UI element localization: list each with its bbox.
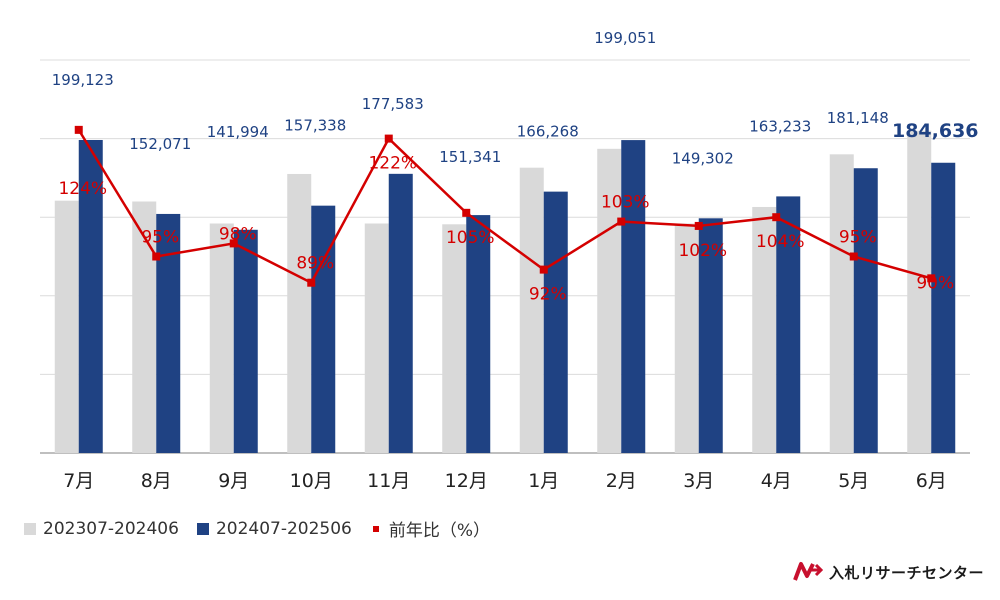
bar-prev-year [442, 224, 467, 453]
value-label-current-year: 199,051 [594, 29, 656, 47]
logo-mark-icon [793, 562, 823, 581]
value-label-yoy-ratio: 98% [219, 224, 257, 244]
value-label-yoy-ratio: 90% [916, 273, 954, 293]
bar-prev-year [674, 223, 699, 453]
logo: 入札リサーチセンター [793, 560, 984, 584]
value-label-current-year: 149,302 [672, 149, 734, 167]
bar-prev-year [519, 167, 544, 453]
bar-prev-year [364, 223, 389, 453]
yoy-ratio-point [772, 213, 781, 222]
yoy-ratio-point [74, 125, 83, 134]
yoy-ratio-point [152, 252, 161, 261]
value-label-current-year: 177,583 [362, 95, 424, 113]
yoy-ratio-point [307, 278, 316, 287]
legend-label-current-year: 202407-202506 [215, 518, 352, 539]
bar-prev-year [209, 223, 234, 453]
yoy-ratio-point [539, 265, 548, 274]
bar-current-year [621, 140, 646, 453]
x-tick-label: 3月 [683, 470, 714, 492]
x-tick-label: 4月 [761, 470, 792, 492]
value-label-yoy-ratio: 105% [446, 228, 495, 248]
value-label-current-year: 199,123 [52, 71, 114, 89]
legend-label-prev-year: 202307-202406 [43, 518, 179, 539]
legend-item-prev-year: 202307-202406 [24, 519, 179, 539]
bar-current-year [78, 139, 103, 453]
bar-current-year [543, 191, 568, 453]
bar-current-year [156, 213, 181, 453]
x-tick-label: 5月 [838, 470, 869, 492]
logo-text: 入札リサーチセンター [828, 563, 984, 582]
x-tick-label: 9月 [218, 470, 249, 492]
bar-prev-year [597, 148, 622, 453]
value-label-yoy-ratio: 95% [839, 228, 877, 248]
legend-label-yoy-ratio: 前年比（%） [388, 521, 491, 541]
x-tick-label: 8月 [141, 470, 172, 492]
bar-current-year [233, 229, 258, 453]
bar-prev-year [829, 154, 854, 453]
value-label-current-year: 157,338 [284, 117, 346, 135]
value-label-current-year: 141,994 [207, 123, 269, 141]
value-label-current-year: 166,268 [517, 123, 579, 141]
value-label-current-year: 163,233 [749, 117, 811, 135]
bar-current-year [388, 173, 413, 453]
value-label-yoy-ratio: 103% [601, 193, 650, 213]
x-tick-label: 10月 [290, 470, 333, 492]
x-tick-label: 12月 [445, 470, 488, 492]
value-label-yoy-ratio: 124% [58, 179, 107, 199]
legend-item-current-year: 202407-202506 [196, 518, 352, 539]
x-tick-label: 1月 [528, 470, 559, 492]
value-label-yoy-ratio: 95% [141, 228, 179, 248]
bar-prev-year [54, 200, 79, 453]
bar-current-year [853, 168, 878, 453]
bar-prev-year [907, 130, 932, 454]
yoy-ratio-line [77, 129, 932, 285]
legend-swatch-current-year [196, 522, 209, 535]
value-label-yoy-ratio: 89% [296, 254, 334, 274]
bar-current-year [466, 215, 491, 453]
bar-prev-year [752, 206, 777, 453]
yoy-ratio-point [694, 221, 703, 230]
value-label-yoy-ratio: 102% [678, 241, 727, 261]
bar-current-year [776, 196, 801, 454]
yoy-ratio-point [849, 252, 858, 261]
bar-current-year [698, 218, 723, 453]
x-tick-label: 11月 [367, 470, 410, 492]
bar-line-chart: 199,123 152,071 141,994 157,338 177,583 151,3… [40, 29, 979, 492]
yoy-ratio-point [229, 239, 238, 248]
legend-swatch-yoy-ratio [370, 523, 382, 535]
value-label-current-year: 152,071 [129, 135, 191, 153]
bar-current-year [931, 162, 956, 454]
value-label-yoy-ratio: 122% [368, 154, 417, 174]
yoy-ratio-point [927, 274, 936, 283]
bar-prev-year [132, 201, 157, 453]
yoy-ratio-point [617, 217, 626, 226]
legend: 202307-202406 202407-202506 前年比（%） [24, 516, 508, 541]
value-label-yoy-ratio: 104% [756, 232, 805, 252]
x-tick-label: 6月 [916, 470, 947, 492]
legend-item-yoy-ratio: 前年比（%） [370, 516, 490, 541]
x-tick-label: 7月 [63, 470, 94, 492]
value-label-yoy-ratio: 92% [529, 285, 567, 305]
yoy-ratio-point [462, 208, 471, 217]
value-label-current-year: 184,636 [892, 120, 979, 142]
bar-prev-year [287, 173, 312, 453]
value-label-current-year: 151,341 [439, 148, 501, 166]
value-label-current-year: 181,148 [827, 109, 889, 127]
legend-swatch-prev-year [24, 522, 36, 535]
yoy-ratio-point [384, 134, 393, 143]
x-tick-label: 2月 [606, 470, 637, 492]
